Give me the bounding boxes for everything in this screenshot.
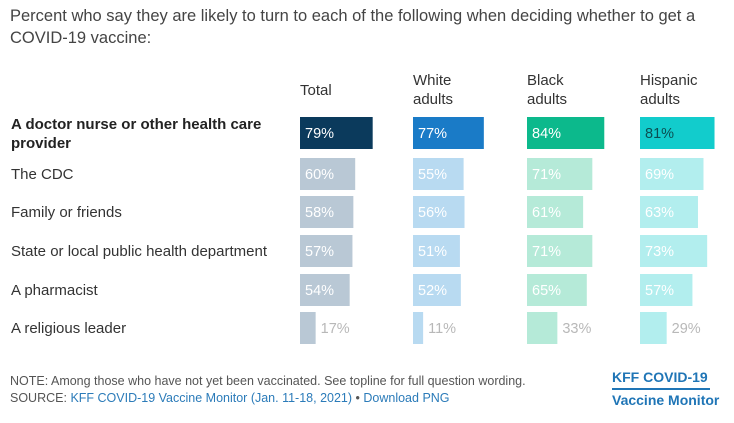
source-prefix: SOURCE: <box>10 391 71 405</box>
data-label-black-adults-a-doctor-nurse-or-other-health-care-provider: 84% <box>532 126 561 142</box>
bar-white-adults-a-doctor-nurse-or-other-health-care-provider <box>413 117 484 149</box>
category-label-a-religious-leader: A religious leader <box>11 320 126 337</box>
bar-total-a-religious-leader <box>300 312 316 344</box>
kff-logo: KFF COVID-19 Vaccine Monitor <box>612 367 719 411</box>
series-header-black-adults: Black adults <box>527 72 567 108</box>
source-line: SOURCE: KFF COVID-19 Vaccine Monitor (Ja… <box>10 390 526 407</box>
data-label-total-a-doctor-nurse-or-other-health-care-provider: 79% <box>305 126 334 142</box>
source-link[interactable]: KFF COVID-19 Vaccine Monitor (Jan. 11-18… <box>70 391 353 405</box>
bar-white-adults-state-or-local-public-health-department <box>413 235 460 267</box>
data-label-hispanic-adults-family-or-friends: 63% <box>645 205 674 221</box>
data-label-total-family-or-friends: 58% <box>305 205 334 221</box>
data-label-white-adults-state-or-local-public-health-department: 51% <box>418 244 447 260</box>
bar-black-adults-family-or-friends <box>527 196 584 228</box>
separator: • <box>352 391 364 405</box>
data-label-hispanic-adults-state-or-local-public-health-department: 73% <box>645 244 674 260</box>
data-label-total-state-or-local-public-health-department: 57% <box>305 244 334 260</box>
bar-black-adults-the-cdc <box>527 158 593 190</box>
bar-total-family-or-friends <box>300 196 354 228</box>
bar-black-adults-a-doctor-nurse-or-other-health-care-provider <box>527 117 605 149</box>
bar-white-adults-the-cdc <box>413 158 464 190</box>
logo-line-1: KFF COVID-19 <box>612 369 708 385</box>
category-label-a-doctor-nurse-or-other-health-care-provider: A doctor nurse or other health care provi… <box>11 116 261 152</box>
download-png-link[interactable]: Download PNG <box>363 391 450 405</box>
bar-total-a-doctor-nurse-or-other-health-care-provider <box>300 117 373 149</box>
bar-hispanic-adults-the-cdc <box>640 158 704 190</box>
data-label-white-adults-a-pharmacist: 52% <box>418 283 447 299</box>
category-label-family-or-friends: Family or friends <box>11 204 122 221</box>
data-label-hispanic-adults-a-doctor-nurse-or-other-health-care-provider: 81% <box>645 126 674 142</box>
category-label-a-pharmacist: A pharmacist <box>11 282 99 299</box>
bar-total-the-cdc <box>300 158 356 190</box>
bar-hispanic-adults-a-religious-leader <box>640 312 667 344</box>
data-label-black-adults-a-religious-leader: 33% <box>562 321 591 337</box>
data-label-hispanic-adults-a-religious-leader: 29% <box>672 321 701 337</box>
note-text: NOTE: Among those who have not yet been … <box>10 374 526 388</box>
data-label-hispanic-adults-the-cdc: 69% <box>645 167 674 183</box>
chart-title: Percent who say they are likely to turn … <box>10 7 696 47</box>
bar-black-adults-state-or-local-public-health-department <box>527 235 593 267</box>
bar-hispanic-adults-state-or-local-public-health-department <box>640 235 708 267</box>
bar-white-adults-a-pharmacist <box>413 274 461 306</box>
bar-black-adults-a-religious-leader <box>527 312 558 344</box>
logo-line-2: Vaccine Monitor <box>612 391 720 408</box>
data-label-white-adults-a-doctor-nurse-or-other-health-care-provider: 77% <box>418 126 447 142</box>
bar-white-adults-a-religious-leader <box>413 312 424 344</box>
bar-hispanic-adults-a-doctor-nurse-or-other-health-care-provider <box>640 117 715 149</box>
data-label-black-adults-state-or-local-public-health-department: 71% <box>532 244 561 260</box>
series-header-total: Total <box>300 82 332 99</box>
data-label-total-a-religious-leader: 17% <box>321 321 350 337</box>
chart-footer: NOTE: Among those who have not yet been … <box>10 373 526 407</box>
data-label-total-the-cdc: 60% <box>305 167 334 183</box>
bar-total-a-pharmacist <box>300 274 350 306</box>
category-label-the-cdc: The CDC <box>11 166 74 183</box>
series-header-white-adults: White adults <box>413 72 453 108</box>
bar-total-state-or-local-public-health-department <box>300 235 353 267</box>
data-label-black-adults-family-or-friends: 61% <box>532 205 561 221</box>
bar-white-adults-family-or-friends <box>413 196 465 228</box>
data-label-white-adults-the-cdc: 55% <box>418 167 447 183</box>
series-header-hispanic-adults: Hispanic adults <box>640 72 698 108</box>
data-label-white-adults-a-religious-leader: 11% <box>428 321 456 337</box>
bar-hispanic-adults-a-pharmacist <box>640 274 693 306</box>
category-label-state-or-local-public-health-department: State or local public health department <box>11 243 268 260</box>
bar-black-adults-a-pharmacist <box>527 274 587 306</box>
bar-hispanic-adults-family-or-friends <box>640 196 698 228</box>
data-label-black-adults-the-cdc: 71% <box>532 167 561 183</box>
data-label-white-adults-family-or-friends: 56% <box>418 205 447 221</box>
logo-underline <box>612 388 710 390</box>
data-label-black-adults-a-pharmacist: 65% <box>532 283 561 299</box>
data-label-total-a-pharmacist: 54% <box>305 283 334 299</box>
data-label-hispanic-adults-a-pharmacist: 57% <box>645 283 674 299</box>
